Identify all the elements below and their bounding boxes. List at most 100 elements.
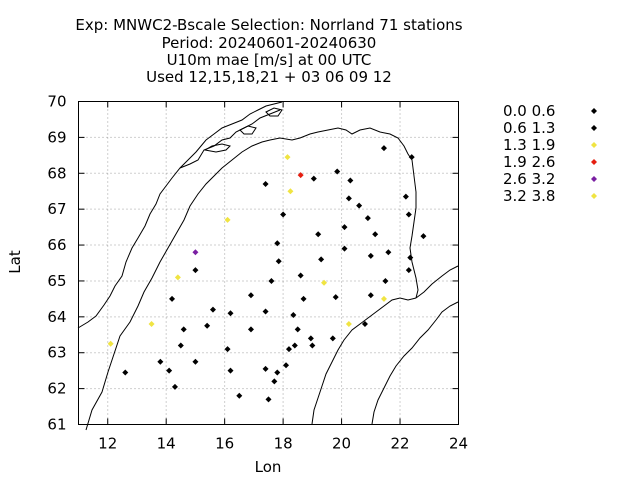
- title-line-experiment: Exp: MNWC2-Bscale Selection: Norrland 71…: [75, 16, 462, 34]
- vesteralen-islands: [239, 125, 257, 135]
- chart-title: Exp: MNWC2-Bscale Selection: Norrland 71…: [75, 16, 462, 86]
- station-point: [380, 145, 387, 152]
- station-point: [385, 249, 392, 256]
- legend-label: 2.6 3.2: [503, 170, 555, 188]
- chart-legend: 0.0 0.60.6 1.31.3 1.91.9 2.62.6 3.23.2 3…: [503, 102, 597, 205]
- station-point: [341, 245, 348, 252]
- grid-lines: [78, 101, 459, 425]
- station-point: [169, 295, 176, 302]
- y-tick-label: 64: [47, 308, 66, 326]
- station-point: [171, 383, 178, 390]
- station-point: [310, 175, 317, 182]
- y-tick-label: 69: [47, 128, 66, 146]
- station-point: [367, 252, 374, 259]
- station-point: [283, 362, 290, 369]
- station-point: [332, 294, 339, 301]
- station-point: [227, 310, 234, 317]
- swedish-norwegian-border: [85, 127, 413, 431]
- station-point: [247, 292, 254, 299]
- finnish-border: [409, 159, 419, 299]
- station-point: [345, 321, 352, 328]
- station-point: [174, 274, 181, 281]
- plot-frame: [78, 101, 459, 425]
- legend-marker: [591, 193, 597, 199]
- station-point: [192, 358, 199, 365]
- station-point: [209, 306, 216, 313]
- station-point: [361, 321, 368, 328]
- station-point: [367, 292, 374, 299]
- station-point: [341, 224, 348, 231]
- y-tick-label: 65: [47, 272, 66, 290]
- station-point: [372, 231, 379, 238]
- x-axis-label: Lon: [255, 458, 282, 476]
- legend-label: 0.0 0.6: [503, 102, 555, 120]
- y-tick-label: 62: [47, 380, 66, 398]
- station-point: [334, 168, 341, 175]
- station-point: [284, 154, 291, 161]
- station-point: [290, 312, 297, 319]
- station-point: [274, 240, 281, 247]
- x-tick-label: 22: [390, 435, 409, 453]
- station-point: [157, 358, 164, 365]
- station-point: [224, 216, 231, 223]
- x-tick-label: 16: [215, 435, 234, 453]
- x-tick-label: 20: [332, 435, 351, 453]
- title-line-period: Period: 20240601-20240630: [162, 34, 377, 52]
- station-point: [192, 249, 199, 256]
- station-point: [345, 195, 352, 202]
- station-point: [122, 369, 129, 376]
- station-point: [177, 342, 184, 349]
- station-point: [294, 326, 301, 333]
- station-point: [315, 231, 322, 238]
- station-point: [148, 321, 155, 328]
- station-point: [297, 272, 304, 279]
- legend-label: 1.3 1.9: [503, 136, 555, 154]
- x-tick-label: 18: [274, 435, 293, 453]
- station-point: [356, 202, 363, 209]
- station-point: [192, 267, 199, 274]
- station-point: [285, 346, 292, 353]
- norway-coast-outline: [77, 101, 283, 329]
- x-tick-label: 14: [157, 435, 176, 453]
- station-point: [247, 326, 254, 333]
- station-point: [166, 367, 173, 374]
- norway-fjord-coast: [179, 109, 281, 169]
- station-point: [291, 342, 298, 349]
- title-line-forecast-hours: Used 12,15,18,21 + 03 06 09 12: [146, 68, 392, 86]
- station-point: [236, 392, 243, 399]
- legend-marker: [591, 125, 597, 131]
- station-point: [402, 193, 409, 200]
- station-point: [297, 172, 304, 179]
- station-point: [107, 340, 114, 347]
- station-point: [321, 279, 328, 286]
- legend-label: 3.2 3.8: [503, 187, 555, 205]
- x-tick-label: 12: [98, 435, 117, 453]
- station-point: [204, 322, 211, 329]
- legend-marker: [591, 159, 597, 165]
- y-tick-label: 68: [47, 164, 66, 182]
- legend-marker: [591, 176, 597, 182]
- station-markers: [107, 145, 427, 403]
- gulf-of-bothnia-coast: [311, 297, 417, 425]
- station-point: [380, 295, 387, 302]
- y-tick-label: 66: [47, 236, 66, 254]
- station-point: [262, 308, 269, 315]
- station-point: [265, 396, 272, 403]
- station-point: [329, 335, 336, 342]
- station-point: [268, 277, 275, 284]
- y-tick-label: 70: [47, 93, 66, 111]
- station-point: [382, 277, 389, 284]
- station-point: [405, 267, 412, 274]
- station-point: [274, 369, 281, 376]
- finland-coast: [415, 265, 459, 299]
- station-point: [420, 233, 427, 240]
- y-tick-label: 61: [47, 416, 66, 434]
- lofoten-islands: [203, 143, 231, 153]
- station-point: [227, 367, 234, 374]
- station-point: [271, 378, 278, 385]
- station-point: [275, 258, 282, 265]
- station-point: [224, 346, 231, 353]
- station-point: [307, 335, 314, 342]
- station-point: [262, 365, 269, 372]
